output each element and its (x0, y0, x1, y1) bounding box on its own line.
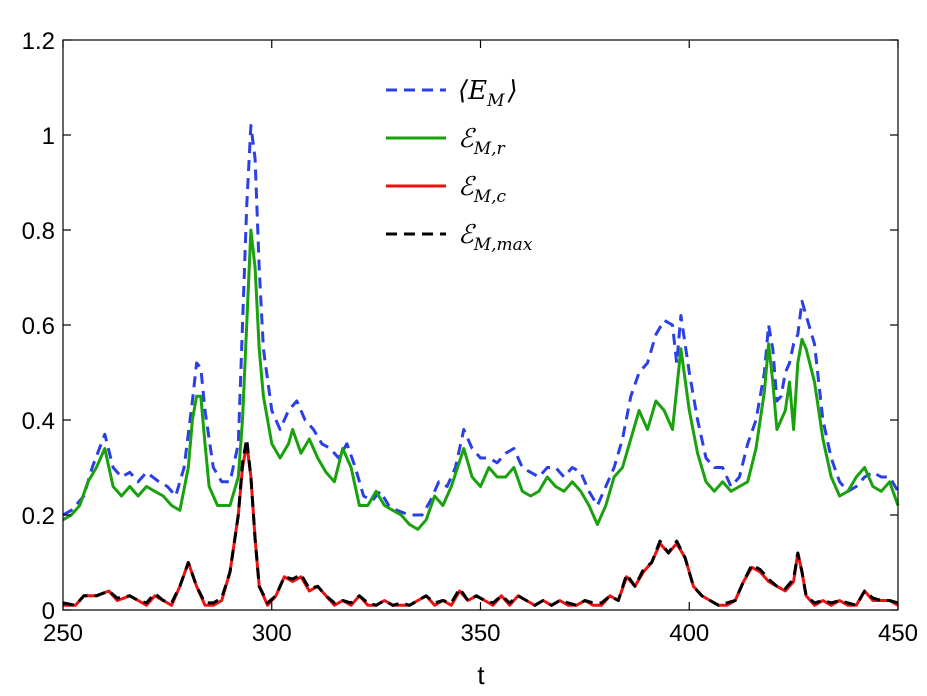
x-tick-label: 250 (43, 620, 83, 647)
legend-label-3: ℰM,max (458, 220, 533, 255)
axes: 250 300 350 400 450 0 0.2 0.4 0.6 0.8 1 1.2 (22, 28, 918, 647)
legend-label-1: ℰM,r (458, 124, 506, 159)
y-tick-label: 0.8 (22, 218, 55, 245)
x-tick-label: 450 (878, 620, 918, 647)
x-tick-label: 400 (669, 620, 709, 647)
series-line-0 (62, 124, 900, 517)
y-tick-label: 1.2 (22, 28, 55, 55)
y-tick-label: 0.4 (22, 408, 55, 435)
y-tick-label: 0.6 (22, 313, 55, 340)
x-tick-label: 300 (252, 620, 292, 647)
x-tick-label: 350 (460, 620, 500, 647)
y-tick-label: 0 (42, 598, 55, 625)
legend-label-2: ℰM,c (458, 172, 507, 207)
plot-lines (62, 124, 900, 607)
y-tick-label: 1 (42, 123, 55, 150)
y-tick-label: 0.2 (22, 503, 55, 530)
series-line-2 (63, 442, 899, 607)
legend: ⟨EM ⟩ ℰM,r ℰM,c ℰM,max (386, 76, 533, 255)
legend-label-0: ⟨EM ⟩ (458, 76, 518, 111)
series-line-1 (62, 228, 900, 531)
x-axis-title: t (477, 660, 485, 690)
